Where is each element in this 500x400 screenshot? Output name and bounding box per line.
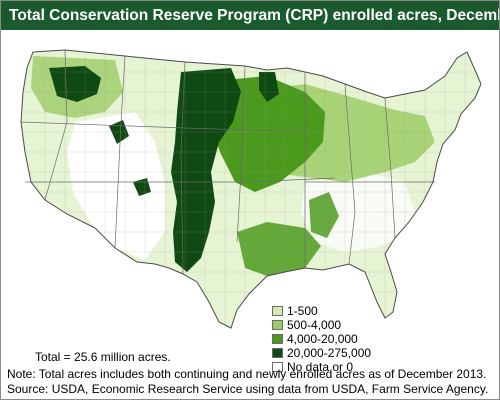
legend-label: 500-4,000 bbox=[287, 318, 342, 332]
region-delta-high bbox=[309, 192, 339, 238]
legend-label: 4,000-20,000 bbox=[287, 332, 358, 346]
map-title: Total Conservation Reserve Program (CRP)… bbox=[1, 1, 499, 30]
legend-item: 4,000-20,000 bbox=[272, 332, 371, 346]
source-line: Source: USDA, Economic Research Service … bbox=[7, 382, 489, 396]
note-block: Note: Total acres includes both continui… bbox=[7, 367, 497, 397]
legend: 1-500 500-4,000 4,000-20,000 20,000-275,… bbox=[272, 304, 371, 374]
legend-label: No data or 0 bbox=[287, 360, 354, 374]
legend-swatch bbox=[272, 320, 283, 330]
legend-label: 20,000-275,000 bbox=[287, 346, 372, 360]
region-great-plains-highest bbox=[171, 68, 241, 272]
region-colorado-highest bbox=[133, 178, 151, 196]
legend-swatch bbox=[272, 362, 283, 372]
total-acres-text: Total = 25.6 million acres. bbox=[35, 350, 171, 364]
note-line: Note: Total acres includes both continui… bbox=[7, 367, 487, 381]
county-grid bbox=[21, 50, 481, 328]
crp-density-regions bbox=[21, 50, 481, 328]
state-boundaries bbox=[20, 49, 435, 275]
legend-swatch bbox=[272, 334, 283, 344]
region-north-dakota-highest bbox=[259, 72, 279, 102]
region-south-plains-high bbox=[237, 222, 321, 276]
legend-item: 500-4,000 bbox=[272, 318, 371, 332]
legend-item: 20,000-275,000 bbox=[272, 346, 371, 360]
region-palouse-highest bbox=[49, 66, 101, 102]
legend-swatch bbox=[272, 306, 283, 316]
legend-item: No data or 0 bbox=[272, 360, 371, 374]
legend-label: 1-500 bbox=[287, 304, 318, 318]
us-county-map bbox=[5, 32, 495, 347]
legend-item: 1-500 bbox=[272, 304, 371, 318]
legend-swatch bbox=[272, 348, 283, 358]
region-west-no-data bbox=[67, 112, 165, 260]
